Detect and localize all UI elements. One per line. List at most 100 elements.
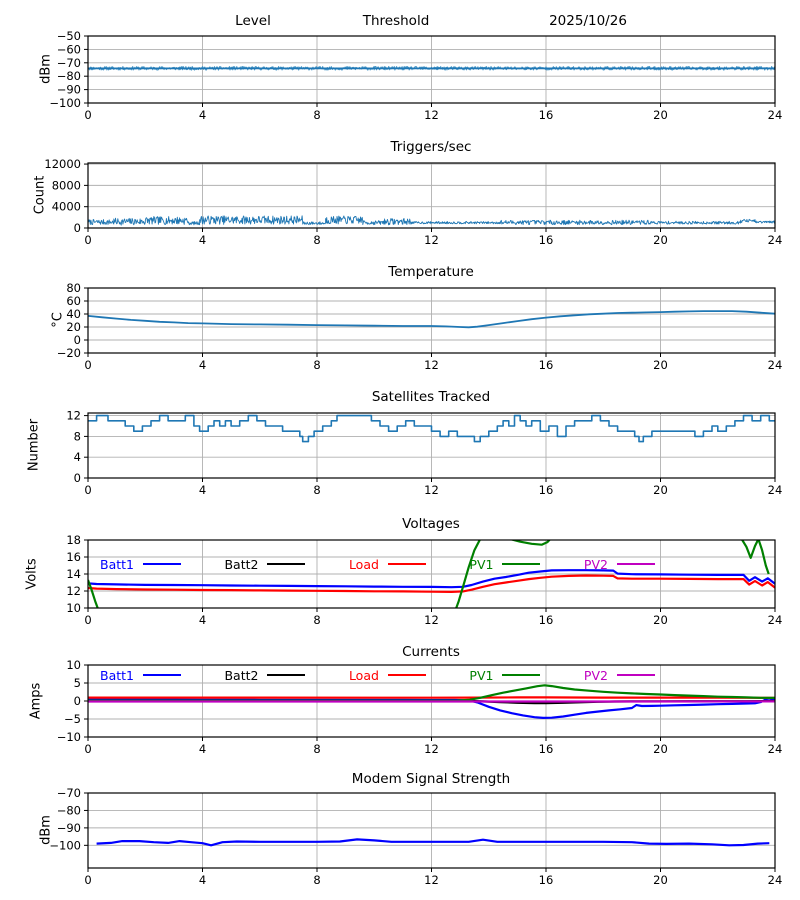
legend-entry-pv1: PV1 <box>469 556 541 572</box>
legend-label: Load <box>348 667 379 683</box>
panel4-title: Satellites Tracked <box>371 389 491 405</box>
legend-entry-batt1: Batt1 <box>100 668 181 683</box>
legend-line-swatch <box>143 674 181 676</box>
y-tick-label: −5 <box>64 712 81 726</box>
y-tick-label: −90 <box>57 83 81 97</box>
x-tick-label: 8 <box>313 233 320 247</box>
x-tick-label: 12 <box>424 873 439 887</box>
x-tick-label: 16 <box>539 233 554 247</box>
x-tick-label: 12 <box>424 108 439 122</box>
y-tick-label: 5 <box>74 676 81 690</box>
y-tick-label: 12 <box>66 409 81 423</box>
panel-5-plot: 10 12 14 16 18 0 4 8 12 16 20 24 <box>66 533 783 627</box>
series-Load <box>88 574 775 593</box>
panel-4-plot: 0 4 8 12 0 4 8 12 16 20 24 <box>66 409 782 497</box>
x-tick-label: 20 <box>653 742 668 756</box>
x-tick-label: 0 <box>84 483 91 497</box>
y-tick-label: 0 <box>74 221 81 235</box>
legend-label: PV2 <box>583 667 608 683</box>
y-tick-label: −60 <box>57 42 81 56</box>
x-tick-label: 0 <box>84 742 91 756</box>
x-tick-label: 20 <box>653 873 668 887</box>
panel-7-plot: −70 −80 −90 −100 0 4 8 12 16 20 24 <box>49 786 782 887</box>
series-Satellites <box>88 414 775 443</box>
x-tick-label: 24 <box>768 873 783 887</box>
x-tick-label: 16 <box>539 358 554 372</box>
y-tick-label: −100 <box>49 838 81 852</box>
x-tick-label: 4 <box>199 613 206 627</box>
x-tick-label: 16 <box>539 108 554 122</box>
legend-entry-pv2: PV2 <box>584 668 655 683</box>
panel7-title: Modem Signal Strength <box>351 771 511 787</box>
panel5-title: Voltages <box>402 516 460 532</box>
legend-label: Batt1 <box>100 556 134 572</box>
x-tick-label: 20 <box>653 108 668 122</box>
y-tick-label: 4000 <box>52 200 81 214</box>
y-tick-label: −100 <box>49 96 81 110</box>
x-tick-label: 8 <box>313 873 320 887</box>
x-tick-label: 12 <box>424 358 439 372</box>
x-tick-label: 8 <box>313 613 320 627</box>
panel5-ylabel: Volts <box>24 558 40 590</box>
series-PV1 <box>88 540 770 608</box>
panel6-title: Currents <box>402 644 460 660</box>
y-tick-label: 10 <box>66 658 81 672</box>
x-tick-label: 16 <box>539 742 554 756</box>
legend-entry-batt2: Batt2 <box>224 667 306 683</box>
x-tick-label: 24 <box>768 613 783 627</box>
legend-entry-load: Load <box>349 668 426 683</box>
y-tick-label: 0 <box>74 471 81 485</box>
panel1-title-threshold: Threshold <box>362 13 430 29</box>
series-Load <box>88 696 775 699</box>
panel-6-plot: −10 −5 0 5 10 0 4 8 12 16 20 24 <box>57 658 783 756</box>
x-tick-label: 24 <box>768 358 783 372</box>
legend-label: Batt2 <box>224 667 259 683</box>
x-tick-label: 20 <box>653 358 668 372</box>
x-tick-label: 12 <box>424 483 439 497</box>
series-Triggers <box>88 215 775 226</box>
x-tick-label: 24 <box>768 742 783 756</box>
panel1-ylabel: dBm <box>38 54 54 84</box>
currents-legend: Batt1 Batt2 Load PV1 PV2 <box>100 666 655 684</box>
legend-label: PV1 <box>469 667 494 683</box>
panel4-ylabel: Number <box>26 418 42 472</box>
x-tick-label: 0 <box>84 873 91 887</box>
x-tick-label: 24 <box>768 233 783 247</box>
y-tick-label: −70 <box>57 56 81 70</box>
x-tick-label: 4 <box>199 108 206 122</box>
panel2-ylabel: Count <box>32 175 48 215</box>
legend-label: PV1 <box>469 556 494 572</box>
legend-line-swatch <box>616 563 655 565</box>
legend-line-swatch <box>267 563 306 565</box>
legend-line-swatch <box>387 674 426 676</box>
series-Signal <box>96 838 770 847</box>
x-tick-label: 16 <box>539 483 554 497</box>
series-PV1 <box>88 684 775 702</box>
y-tick-label: −80 <box>57 69 81 83</box>
legend-line-swatch <box>616 674 655 676</box>
y-tick-label: 8000 <box>52 178 81 192</box>
y-tick-label: −70 <box>57 786 81 800</box>
legend-label: Load <box>348 556 379 572</box>
x-tick-label: 4 <box>199 742 206 756</box>
x-tick-label: 24 <box>768 108 783 122</box>
y-tick-label: 40 <box>66 307 81 321</box>
x-tick-label: 16 <box>539 613 554 627</box>
x-tick-label: 20 <box>653 613 668 627</box>
voltages-legend: Batt1 Batt2 Load PV1 PV2 <box>100 555 655 573</box>
legend-line-swatch <box>267 674 306 676</box>
x-tick-label: 8 <box>313 742 320 756</box>
x-tick-label: 8 <box>313 483 320 497</box>
legend-line-swatch <box>387 563 426 565</box>
series-Batt1 <box>88 569 775 589</box>
x-tick-label: 20 <box>653 483 668 497</box>
x-tick-label: 12 <box>424 613 439 627</box>
legend-label: Batt2 <box>224 556 259 572</box>
panel7-ylabel: dBm <box>38 815 54 845</box>
series-Temperature <box>88 310 775 329</box>
panel-2-plot: 0 4000 8000 12000 0 4 8 12 16 20 24 <box>44 157 782 247</box>
x-tick-label: 4 <box>199 358 206 372</box>
